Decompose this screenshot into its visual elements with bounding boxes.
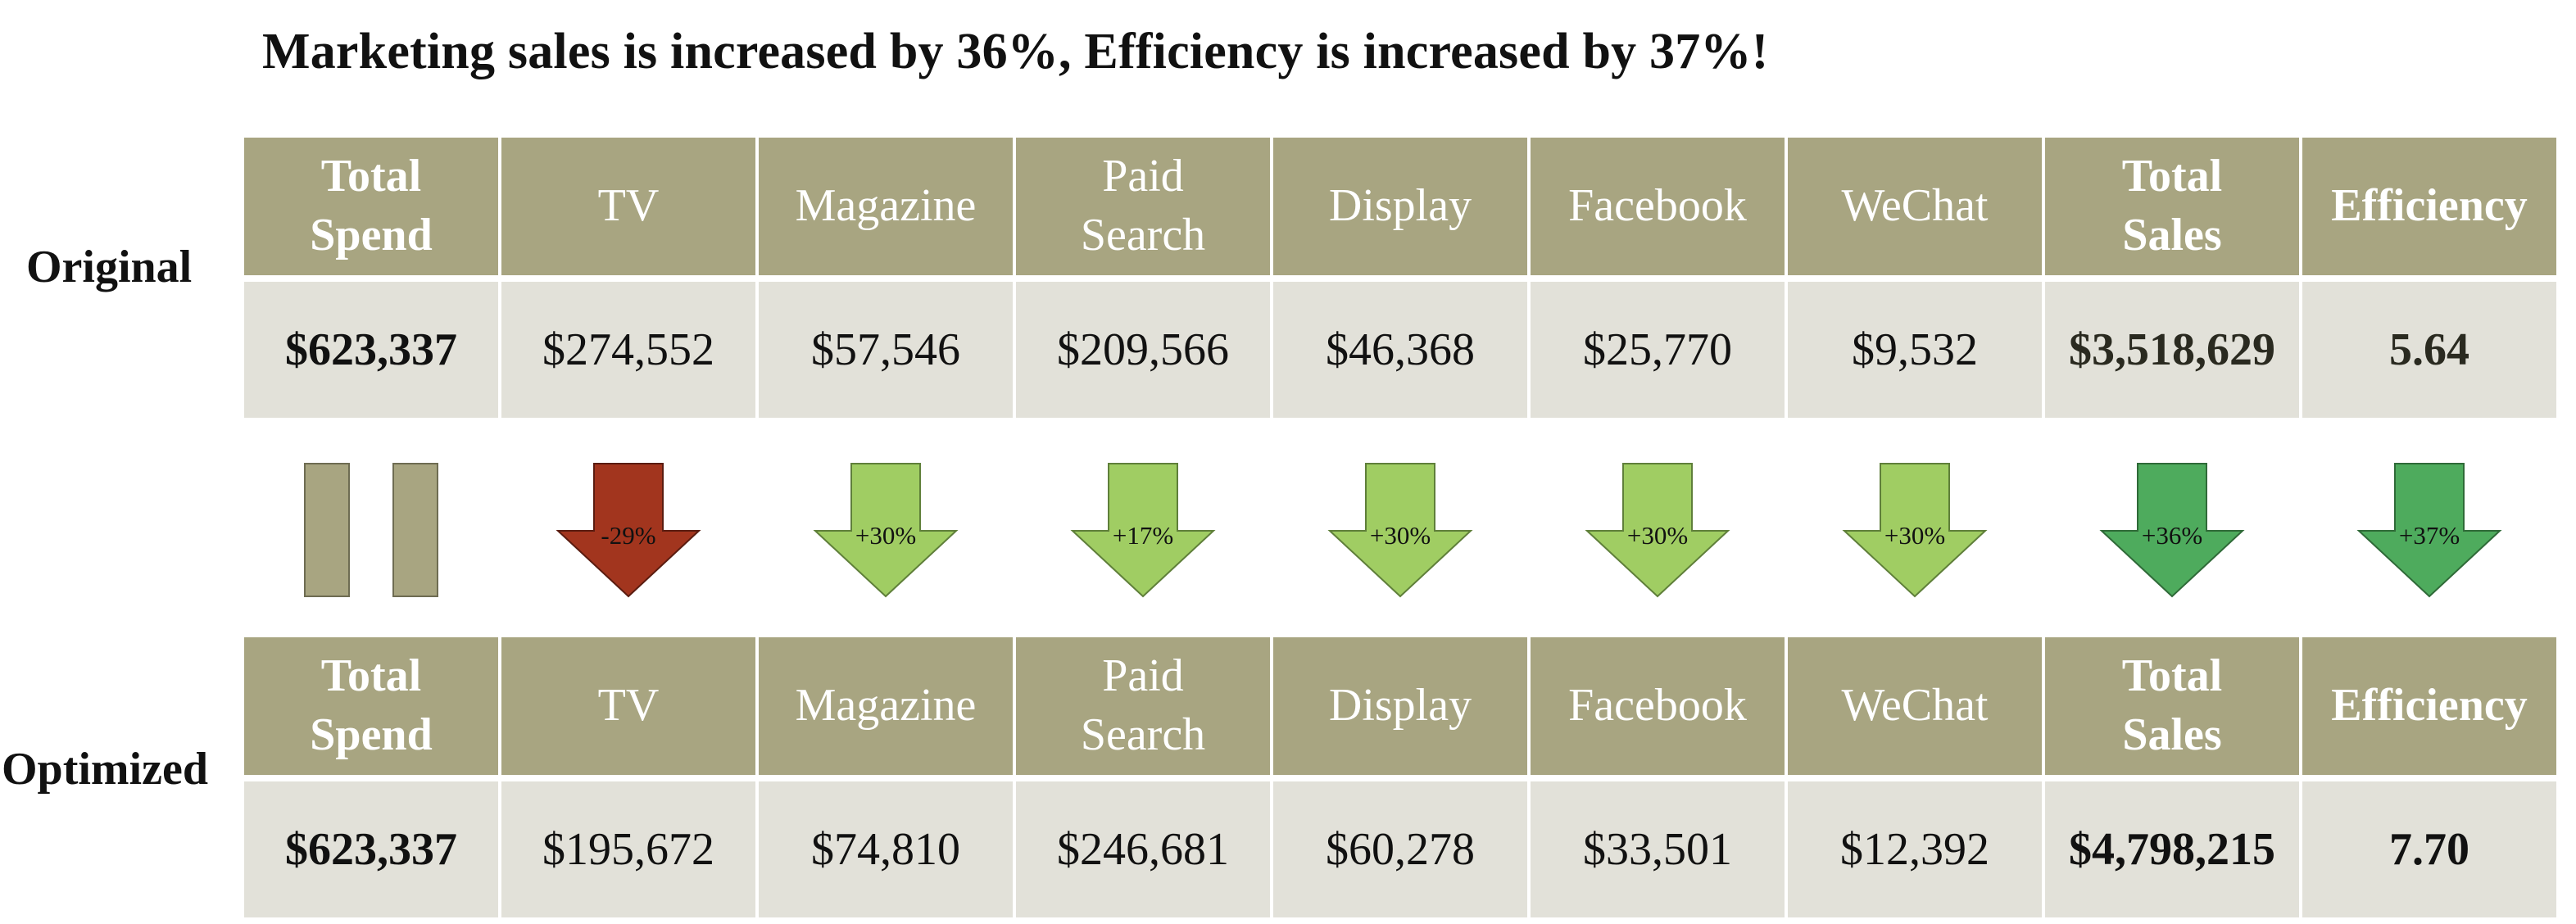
header-wechat: WeChat	[1788, 138, 2042, 275]
change-label-magazine: +30%	[855, 521, 916, 550]
header-total-sales: Total Sales	[2045, 637, 2299, 775]
original-row-label: Original	[26, 242, 193, 292]
optimized-wechat: $12,392	[1788, 781, 2042, 917]
equal-bar-2	[392, 463, 438, 597]
header-total-sales: Total Sales	[2045, 138, 2299, 275]
original-total-spend: $623,337	[244, 282, 498, 418]
header-display: Display	[1273, 138, 1527, 275]
optimized-total-spend: $623,337	[244, 781, 498, 917]
optimized-row-label: Optimized	[2, 744, 208, 795]
header-paid-search: Paid Search	[1016, 637, 1270, 775]
original-wechat: $9,532	[1788, 282, 2042, 418]
header-magazine: Magazine	[759, 138, 1013, 275]
header-wechat: WeChat	[1788, 637, 2042, 775]
optimized-total-sales: $4,798,215	[2045, 781, 2299, 917]
change-label-facebook: +30%	[1627, 521, 1688, 550]
change-label-efficiency: +37%	[2399, 521, 2460, 550]
arrow-paid-search	[1070, 463, 1216, 598]
arrow-efficiency	[2356, 463, 2502, 598]
original-table: Total Spend TV Magazine Paid Search Displa…	[244, 138, 2556, 418]
header-tv: TV	[501, 637, 755, 775]
arrow-facebook	[1585, 463, 1730, 598]
change-label-total-sales: +36%	[2142, 521, 2202, 550]
header-efficiency: Efficiency	[2302, 637, 2556, 775]
change-label-paid-search: +17%	[1113, 521, 1173, 550]
header-tv: TV	[501, 138, 755, 275]
header-total-spend: Total Spend	[244, 637, 498, 775]
optimized-efficiency: 7.70	[2302, 781, 2556, 917]
original-total-sales: $3,518,629	[2045, 282, 2299, 418]
original-paid-search: $209,566	[1016, 282, 1270, 418]
header-magazine: Magazine	[759, 637, 1013, 775]
header-facebook: Facebook	[1531, 138, 1785, 275]
header-facebook: Facebook	[1531, 637, 1785, 775]
header-paid-search: Paid Search	[1016, 138, 1270, 275]
original-facebook: $25,770	[1531, 282, 1785, 418]
optimized-tv: $195,672	[501, 781, 755, 917]
change-label-display: +30%	[1370, 521, 1431, 550]
page-title: Marketing sales is increased by 36%, Eff…	[262, 24, 1769, 79]
original-tv: $274,552	[501, 282, 755, 418]
arrow-display	[1327, 463, 1473, 598]
change-arrows: -29% +30% +17% +30% +30% +30% +36% +37%	[304, 463, 2502, 598]
optimized-paid-search: $246,681	[1016, 781, 1270, 917]
change-label-wechat: +30%	[1884, 521, 1945, 550]
arrow-magazine	[813, 463, 959, 598]
arrow-wechat	[1842, 463, 1988, 598]
header-total-spend: Total Spend	[244, 138, 498, 275]
optimized-facebook: $33,501	[1531, 781, 1785, 917]
optimized-display: $60,278	[1273, 781, 1527, 917]
arrow-tv	[556, 463, 701, 598]
optimized-magazine: $74,810	[759, 781, 1013, 917]
header-efficiency: Efficiency	[2302, 138, 2556, 275]
original-efficiency: 5.64	[2302, 282, 2556, 418]
optimized-table: Total Spend TV Magazine Paid Search Displa…	[244, 637, 2556, 917]
header-display: Display	[1273, 637, 1527, 775]
change-label-tv: -29%	[601, 521, 655, 550]
original-display: $46,368	[1273, 282, 1527, 418]
arrow-total-sales	[2099, 463, 2245, 598]
equal-bar-1	[304, 463, 350, 597]
original-magazine: $57,546	[759, 282, 1013, 418]
